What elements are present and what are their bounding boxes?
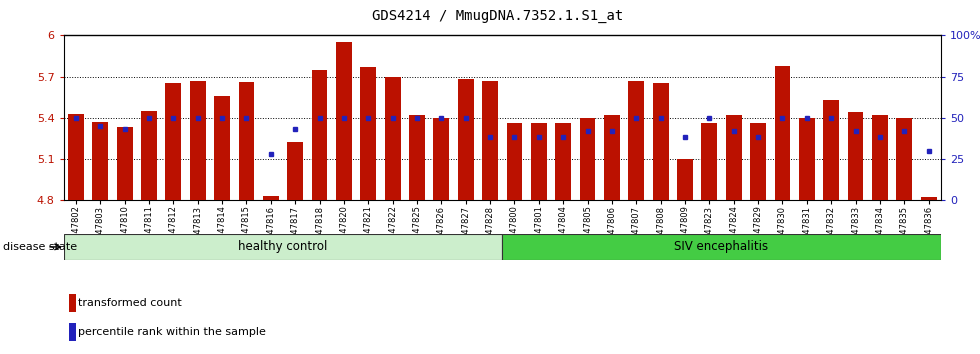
Bar — [848, 112, 863, 200]
Bar — [64, 234, 502, 260]
Text: transformed count: transformed count — [78, 298, 182, 308]
Bar — [263, 196, 278, 200]
Bar — [920, 197, 937, 200]
Bar — [799, 118, 814, 200]
Text: GDS4214 / MmugDNA.7352.1.S1_at: GDS4214 / MmugDNA.7352.1.S1_at — [372, 9, 623, 23]
Bar — [141, 111, 157, 200]
Bar — [458, 79, 473, 200]
Bar — [628, 81, 644, 200]
Bar — [579, 118, 596, 200]
Bar — [897, 118, 912, 200]
Bar — [433, 118, 449, 200]
Text: SIV encephalitis: SIV encephalitis — [674, 240, 768, 253]
Bar — [556, 123, 571, 200]
Bar — [190, 81, 206, 200]
Bar — [166, 84, 181, 200]
Bar — [702, 123, 717, 200]
Bar — [677, 159, 693, 200]
Text: healthy control: healthy control — [238, 240, 327, 253]
Bar — [68, 114, 84, 200]
Bar — [69, 294, 75, 312]
Bar — [872, 115, 888, 200]
Bar — [726, 115, 742, 200]
Bar — [69, 323, 75, 341]
Bar — [482, 81, 498, 200]
Bar — [117, 127, 132, 200]
Bar — [238, 82, 255, 200]
Bar — [92, 122, 108, 200]
Bar — [507, 123, 522, 200]
Bar — [361, 67, 376, 200]
Bar — [287, 142, 303, 200]
Bar — [604, 115, 619, 200]
Bar — [531, 123, 547, 200]
Bar — [774, 65, 790, 200]
Bar — [385, 76, 401, 200]
Bar — [312, 70, 327, 200]
Bar — [750, 123, 766, 200]
Text: disease state: disease state — [3, 242, 77, 252]
Bar — [502, 234, 941, 260]
Bar — [823, 100, 839, 200]
Text: percentile rank within the sample: percentile rank within the sample — [78, 327, 267, 337]
Bar — [336, 42, 352, 200]
Bar — [653, 84, 668, 200]
Bar — [215, 96, 230, 200]
Bar — [409, 115, 425, 200]
